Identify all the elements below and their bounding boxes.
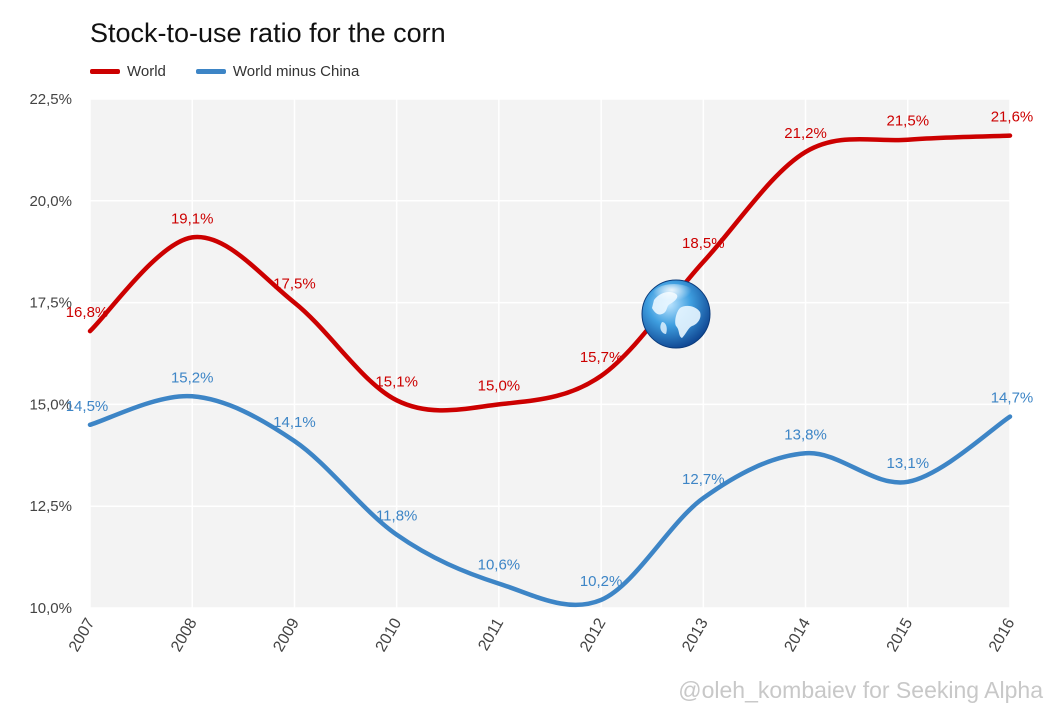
y-tick-label: 15,0% [29,396,72,413]
y-tick-label: 10,0% [29,600,72,617]
data-label-world-minus-china: 10,6% [478,557,521,574]
y-tick-label: 12,5% [29,498,72,515]
data-label-world: 15,1% [375,373,418,390]
data-label-world: 21,6% [991,109,1034,126]
legend-swatch-world [90,68,120,74]
plot-area [90,99,1010,608]
data-label-world-minus-china: 10,2% [580,573,623,590]
x-tick-label: 2010 [373,615,406,654]
legend-item-world[interactable]: World [90,63,166,80]
data-label-world-minus-china: 13,8% [784,426,827,443]
data-label-world-minus-china: 13,1% [887,455,930,472]
legend-label-world: World [127,62,166,80]
legend: World World minus China [90,61,389,81]
data-label-world-minus-china: 15,2% [171,369,214,386]
x-tick-label: 2015 [884,615,917,654]
data-label-world: 17,5% [273,276,316,293]
x-tick-label: 2012 [577,615,610,654]
legend-item-world-minus-china[interactable]: World minus China [195,62,360,80]
legend-label-world-minus-china: World minus China [232,62,360,80]
x-tick-label: 2014 [782,615,815,654]
y-tick-label: 22,5% [29,91,72,108]
data-label-world-minus-china: 11,8% [376,508,417,525]
series-line-world [87,133,1013,413]
x-tick-label: 2008 [168,615,201,654]
data-label-world: 18,5% [682,235,725,252]
data-label-world-minus-china: 14,7% [991,390,1034,407]
data-label-world: 21,5% [887,113,930,130]
x-tick-label: 2016 [986,615,1019,654]
x-tick-label: 2013 [679,615,712,654]
data-label-world: 15,0% [478,377,521,394]
data-label-world-minus-china: 14,1% [273,414,316,431]
data-label-world: 19,1% [171,210,214,227]
data-label-world-minus-china: 14,5% [66,398,109,415]
x-tick-label: 2007 [66,615,99,654]
series-line-world-minus-china [87,393,1013,608]
data-label-world: 16,8% [66,304,109,321]
x-tick-label: 2011 [475,615,507,653]
y-tick-label: 17,5% [29,295,72,312]
data-label-world: 15,7% [580,349,623,366]
chart-title: Stock-to-use ratio for the corn [90,18,446,48]
globe-icon [641,279,711,349]
y-tick-label: 20,0% [29,193,72,210]
data-label-world: 21,2% [784,125,827,142]
data-label-world-minus-china: 12,7% [682,471,725,488]
legend-swatch-world-minus-china [195,68,226,74]
x-tick-label: 2009 [270,615,303,654]
watermark: @oleh_kombaiev for Seeking Alpha [678,677,1043,703]
